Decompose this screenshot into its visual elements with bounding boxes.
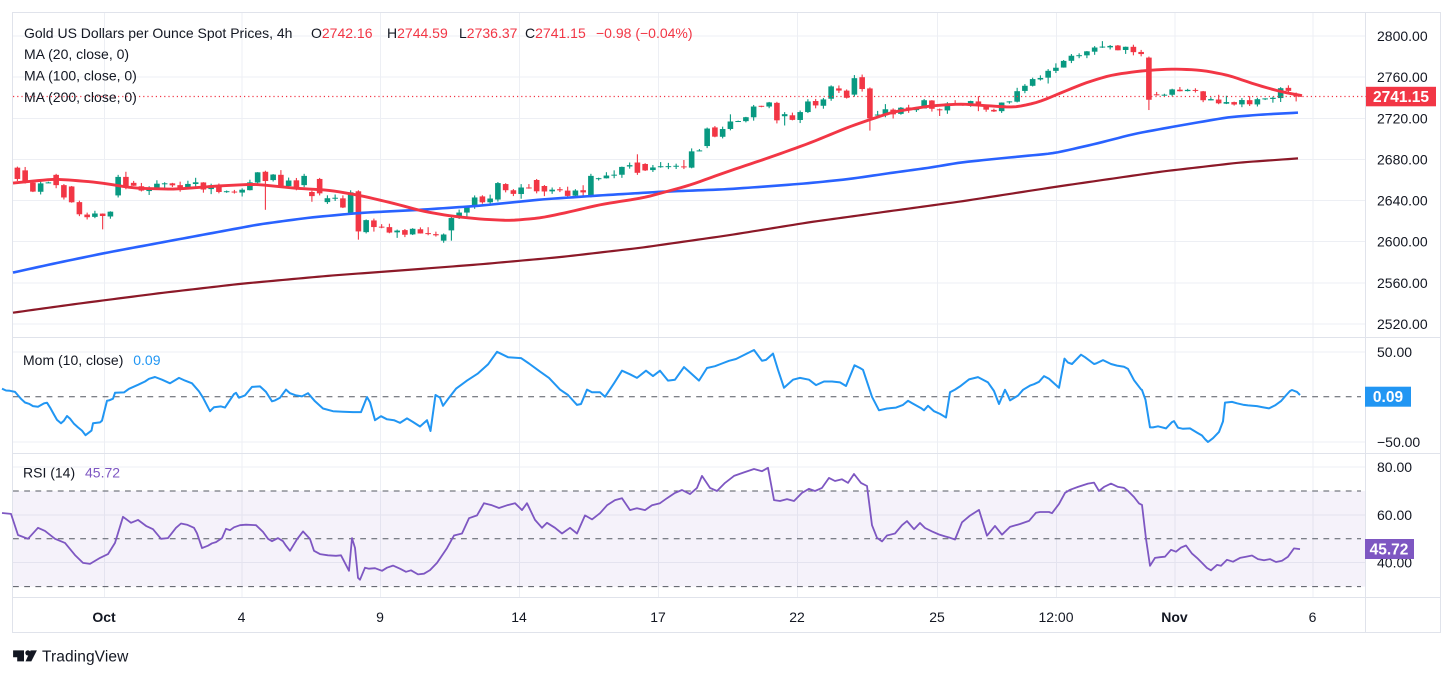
svg-text:−50.00: −50.00: [1377, 434, 1420, 450]
svg-text:2640.00: 2640.00: [1377, 193, 1428, 209]
svg-text:12:00: 12:00: [1038, 609, 1073, 625]
svg-text:−0.98 (−0.04%): −0.98 (−0.04%): [596, 25, 693, 41]
svg-text:2680.00: 2680.00: [1377, 151, 1428, 167]
svg-text:25: 25: [929, 609, 945, 625]
svg-text:MA (200, close, 0): MA (200, close, 0): [24, 89, 137, 105]
svg-text:17: 17: [650, 609, 666, 625]
svg-text:2560.00: 2560.00: [1377, 275, 1428, 291]
svg-text:9: 9: [376, 609, 384, 625]
svg-text:C2741.15: C2741.15: [525, 25, 586, 41]
svg-text:Mom (10, close) 0.09: Mom (10, close) 0.09: [23, 352, 161, 368]
svg-text:Gold US Dollars per Ounce Spot: Gold US Dollars per Ounce Spot Prices, 4…: [24, 25, 292, 41]
svg-text:50.00: 50.00: [1377, 344, 1412, 360]
svg-text:MA (100, close, 0): MA (100, close, 0): [24, 68, 137, 84]
svg-text:2720.00: 2720.00: [1377, 110, 1428, 126]
svg-text:80.00: 80.00: [1377, 459, 1412, 475]
svg-text:MA (20, close, 0): MA (20, close, 0): [24, 46, 129, 62]
svg-text:22: 22: [789, 609, 805, 625]
svg-text:60.00: 60.00: [1377, 507, 1412, 523]
svg-text:RSI (14) 45.72: RSI (14) 45.72: [23, 465, 120, 481]
svg-text:H2744.59: H2744.59: [387, 25, 448, 41]
svg-text:2741.15: 2741.15: [1373, 89, 1429, 106]
svg-text:4: 4: [238, 609, 246, 625]
svg-text:2600.00: 2600.00: [1377, 234, 1428, 250]
svg-text:2520.00: 2520.00: [1377, 316, 1428, 332]
svg-text:0.09: 0.09: [1373, 389, 1404, 406]
svg-text:14: 14: [511, 609, 527, 625]
svg-text:TradingView: TradingView: [42, 649, 129, 666]
svg-text:45.72: 45.72: [1370, 542, 1409, 559]
svg-text:2760.00: 2760.00: [1377, 69, 1428, 85]
svg-text:2800.00: 2800.00: [1377, 28, 1428, 44]
svg-text:6: 6: [1309, 609, 1317, 625]
svg-text:L2736.37: L2736.37: [459, 25, 518, 41]
svg-text:Oct: Oct: [92, 609, 116, 625]
svg-text:O2742.16: O2742.16: [311, 25, 373, 41]
svg-text:Nov: Nov: [1161, 609, 1188, 625]
